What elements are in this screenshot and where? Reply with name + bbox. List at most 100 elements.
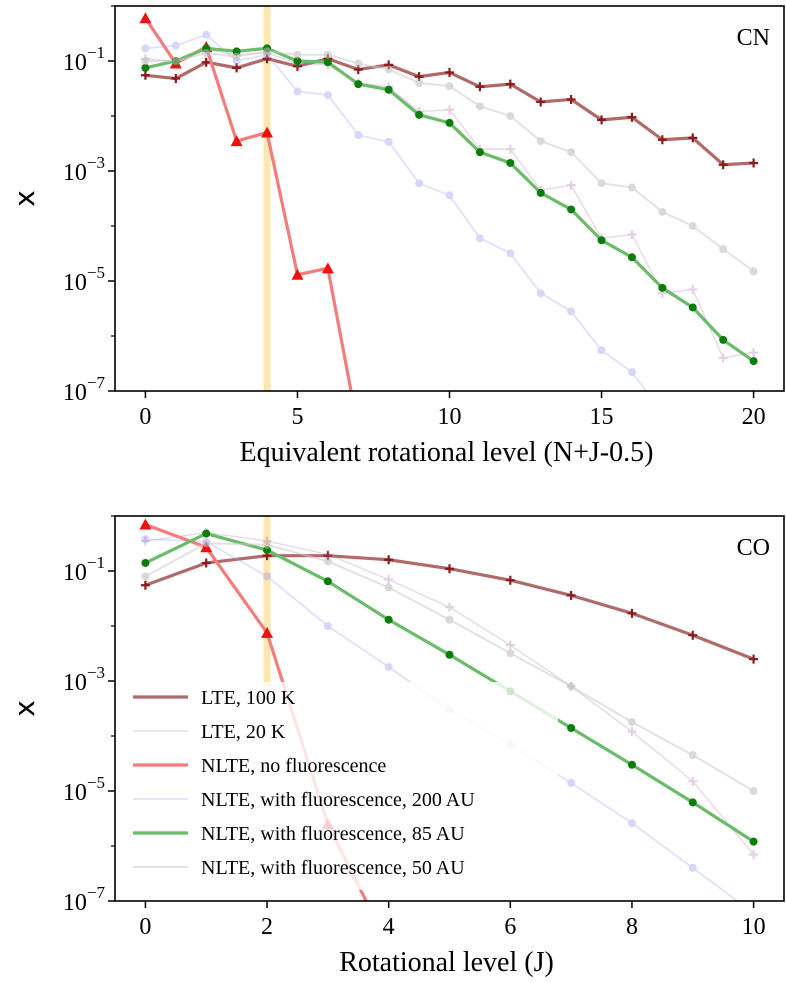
series-nlte_nofl [139, 12, 353, 391]
data-point-nlte_fl85 [445, 118, 454, 127]
series-line-nlte_nofl [144, 17, 353, 391]
highlight-band [263, 516, 271, 687]
series-line-lte20 [145, 531, 755, 855]
data-point-lte100 [749, 158, 759, 168]
y-tick-label: 10−3 [63, 153, 105, 186]
data-point-nlte_fl50 [202, 539, 211, 548]
data-point-nlte_fl50 [141, 572, 150, 581]
data-point-lte20 [384, 575, 394, 585]
data-point-lte20 [688, 776, 698, 786]
data-point-lte20 [627, 727, 637, 737]
legend-item-nlte_fl50: NLTE, with fluorescence, 50 AU [133, 857, 465, 879]
data-point-nlte_fl50 [567, 148, 576, 157]
legend-item-nlte_fl200: NLTE, with fluorescence, 200 AU [133, 789, 475, 811]
data-point-nlte_fl50 [171, 57, 180, 65]
y-tick-label: 10−3 [63, 663, 105, 696]
data-point-lte100 [536, 97, 546, 107]
data-point-lte100 [627, 608, 637, 618]
data-point-nlte_fl50 [658, 207, 667, 216]
data-point-nlte_fl50 [323, 557, 332, 566]
data-point-lte20 [718, 353, 728, 363]
x-tick-label: 0 [139, 914, 151, 940]
panel-co: 0 2 4 6 8 10 10−7 10−5 10−3 10−1 Rotational level … [8, 515, 785, 978]
data-point-lte20 [627, 230, 637, 240]
data-point-lte20 [688, 285, 698, 295]
data-point-nlte_fl85 [627, 760, 636, 769]
series-nlte_fl50 [141, 47, 758, 276]
data-point-lte100 [232, 63, 242, 73]
data-point-nlte_fl200 [384, 137, 393, 146]
data-point-nlte_fl85 [384, 615, 393, 624]
data-point-lte20 [566, 180, 576, 190]
highlight-band [263, 6, 271, 391]
data-point-nlte_fl85 [688, 798, 697, 807]
data-point-nlte_fl50 [445, 82, 454, 91]
data-point-nlte_fl85 [354, 80, 363, 89]
data-point-nlte_fl200 [293, 87, 302, 96]
data-point-nlte_fl85 [445, 650, 454, 659]
data-point-nlte_fl50 [688, 222, 697, 230]
data-point-nlte_fl85 [323, 58, 332, 67]
data-point-nlte_fl50 [597, 179, 606, 188]
data-point-nlte_fl200 [506, 249, 515, 258]
data-point-nlte_fl200 [384, 662, 393, 671]
x-tick-label: 10 [742, 914, 766, 940]
data-point-nlte_nofl [139, 518, 152, 530]
data-point-nlte_fl50 [141, 57, 150, 65]
data-point-nlte_fl50 [323, 50, 332, 59]
data-point-lte100 [201, 57, 211, 67]
data-point-nlte_nofl [230, 135, 243, 147]
plot-area [139, 6, 759, 391]
data-point-nlte_fl50 [749, 787, 758, 795]
data-point-nlte_fl50 [415, 78, 424, 87]
data-point-lte100 [505, 575, 515, 585]
y-tick-label: 10−1 [63, 553, 105, 586]
legend-label: NLTE, with fluorescence, 200 AU [201, 789, 475, 811]
data-point-nlte_fl200 [263, 572, 272, 581]
data-point-nlte_fl50 [627, 717, 636, 726]
data-point-nlte_fl85 [749, 837, 758, 846]
data-point-lte20 [749, 850, 759, 860]
series-lte100 [140, 551, 759, 664]
data-point-lte100 [140, 70, 150, 80]
data-point-nlte_fl200 [627, 819, 636, 828]
data-point-nlte_fl50 [719, 245, 728, 254]
data-point-nlte_nofl [321, 262, 334, 274]
x-tick-label: 5 [291, 404, 303, 430]
x-axis-title: Equivalent rotational level (N+J-0.5) [240, 437, 654, 468]
series-nlte_fl200 [141, 30, 648, 391]
data-point-lte100 [688, 630, 698, 640]
data-point-nlte_fl85 [749, 357, 758, 366]
data-point-nlte_fl200 [688, 863, 697, 872]
data-point-lte100 [749, 654, 759, 664]
data-point-nlte_fl200 [141, 535, 150, 544]
data-point-nlte_fl85 [323, 577, 332, 586]
data-point-nlte_fl50 [384, 65, 393, 74]
data-point-lte100 [566, 94, 576, 104]
data-point-nlte_fl85 [536, 188, 545, 197]
plot-area [139, 516, 759, 901]
data-point-nlte_fl50 [627, 183, 636, 192]
data-point-nlte_nofl [291, 268, 304, 280]
data-point-nlte_fl50 [749, 267, 758, 276]
data-point-nlte_fl85 [384, 85, 393, 94]
data-point-nlte_fl85 [141, 63, 150, 72]
data-point-nlte_fl200 [536, 289, 545, 298]
legend-item-lte20: LTE, 20 K [133, 721, 286, 743]
data-point-nlte_fl85 [719, 335, 728, 344]
data-point-nlte_fl85 [475, 148, 484, 157]
legend-label: LTE, 100 K [201, 687, 296, 709]
data-point-lte100 [171, 74, 181, 84]
legend: LTE, 100 K LTE, 20 K NLTE, no fluorescence… [128, 682, 558, 890]
y-axis-title: x [8, 700, 41, 717]
x-tick-label: 0 [139, 404, 151, 430]
data-point-nlte_fl85 [141, 558, 150, 567]
legend-label: NLTE, no fluorescence [201, 755, 386, 777]
data-point-nlte_fl200 [445, 191, 454, 200]
data-point-nlte_fl85 [293, 57, 302, 65]
data-point-nlte_fl200 [597, 346, 606, 355]
series-line-lte20 [145, 49, 754, 359]
panel-label: CN [737, 25, 770, 51]
data-point-lte20 [140, 536, 150, 546]
